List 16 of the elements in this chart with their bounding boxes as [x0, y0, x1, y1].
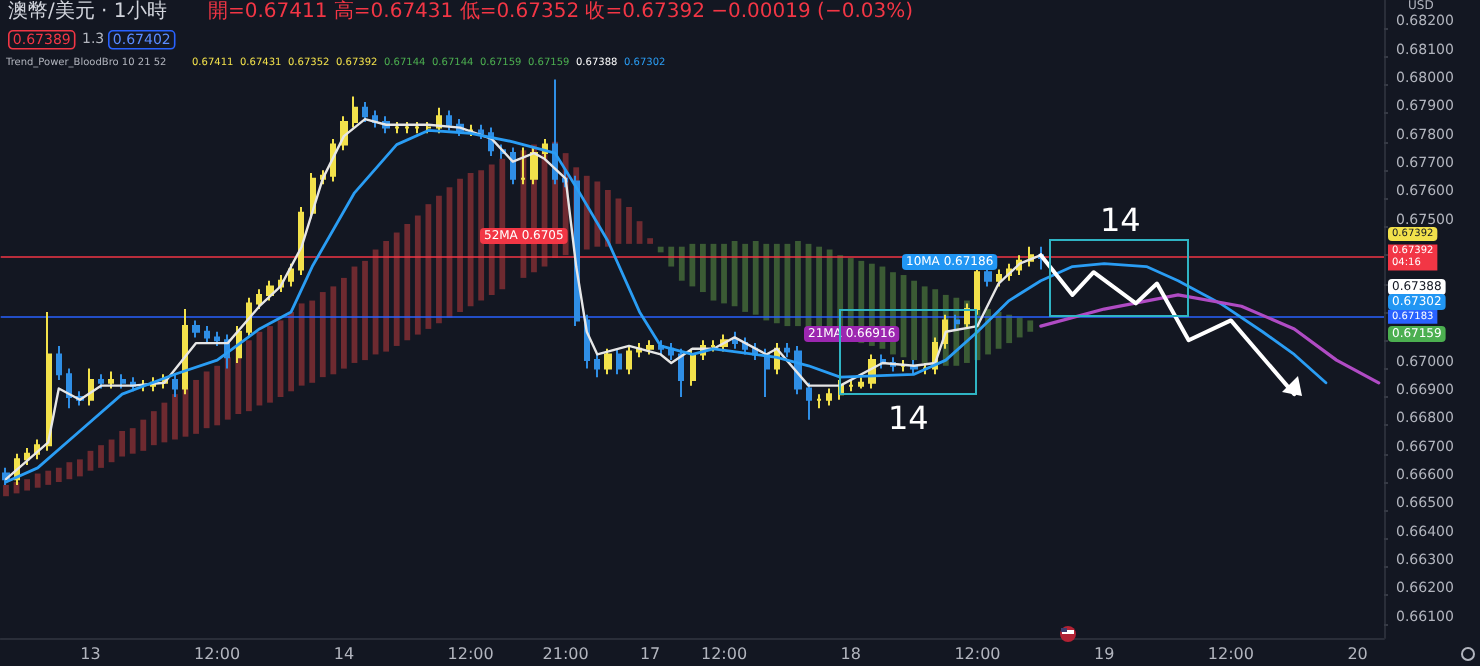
annotation: 14: [1100, 201, 1141, 239]
x-tick-label: 17: [639, 645, 661, 663]
x-tick-label: 13: [80, 645, 101, 663]
x-tick-label: 12:00: [194, 645, 241, 663]
x-tick-label: 12:00: [447, 645, 494, 663]
annotation: 14: [888, 399, 929, 437]
x-tick-label: 20: [1347, 645, 1368, 663]
x-tick-label: 12:00: [954, 645, 1001, 663]
x-tick-label: 18: [840, 645, 861, 663]
chart-subtitle: 開=0.67411 高=0.67431 低=0.67352 收=0.67392 −0.00019 (−0.03%): [208, 0, 914, 23]
x-tick-label: 12:00: [700, 645, 748, 663]
chart-title: 澳幣/美元 · 1小時: [8, 0, 167, 23]
x-tick-label: 19: [1093, 645, 1115, 663]
x-tick-label: 12:00: [1207, 645, 1254, 663]
x-tick-label: 21:00: [542, 645, 589, 663]
x-tick-label: 14: [333, 645, 355, 663]
